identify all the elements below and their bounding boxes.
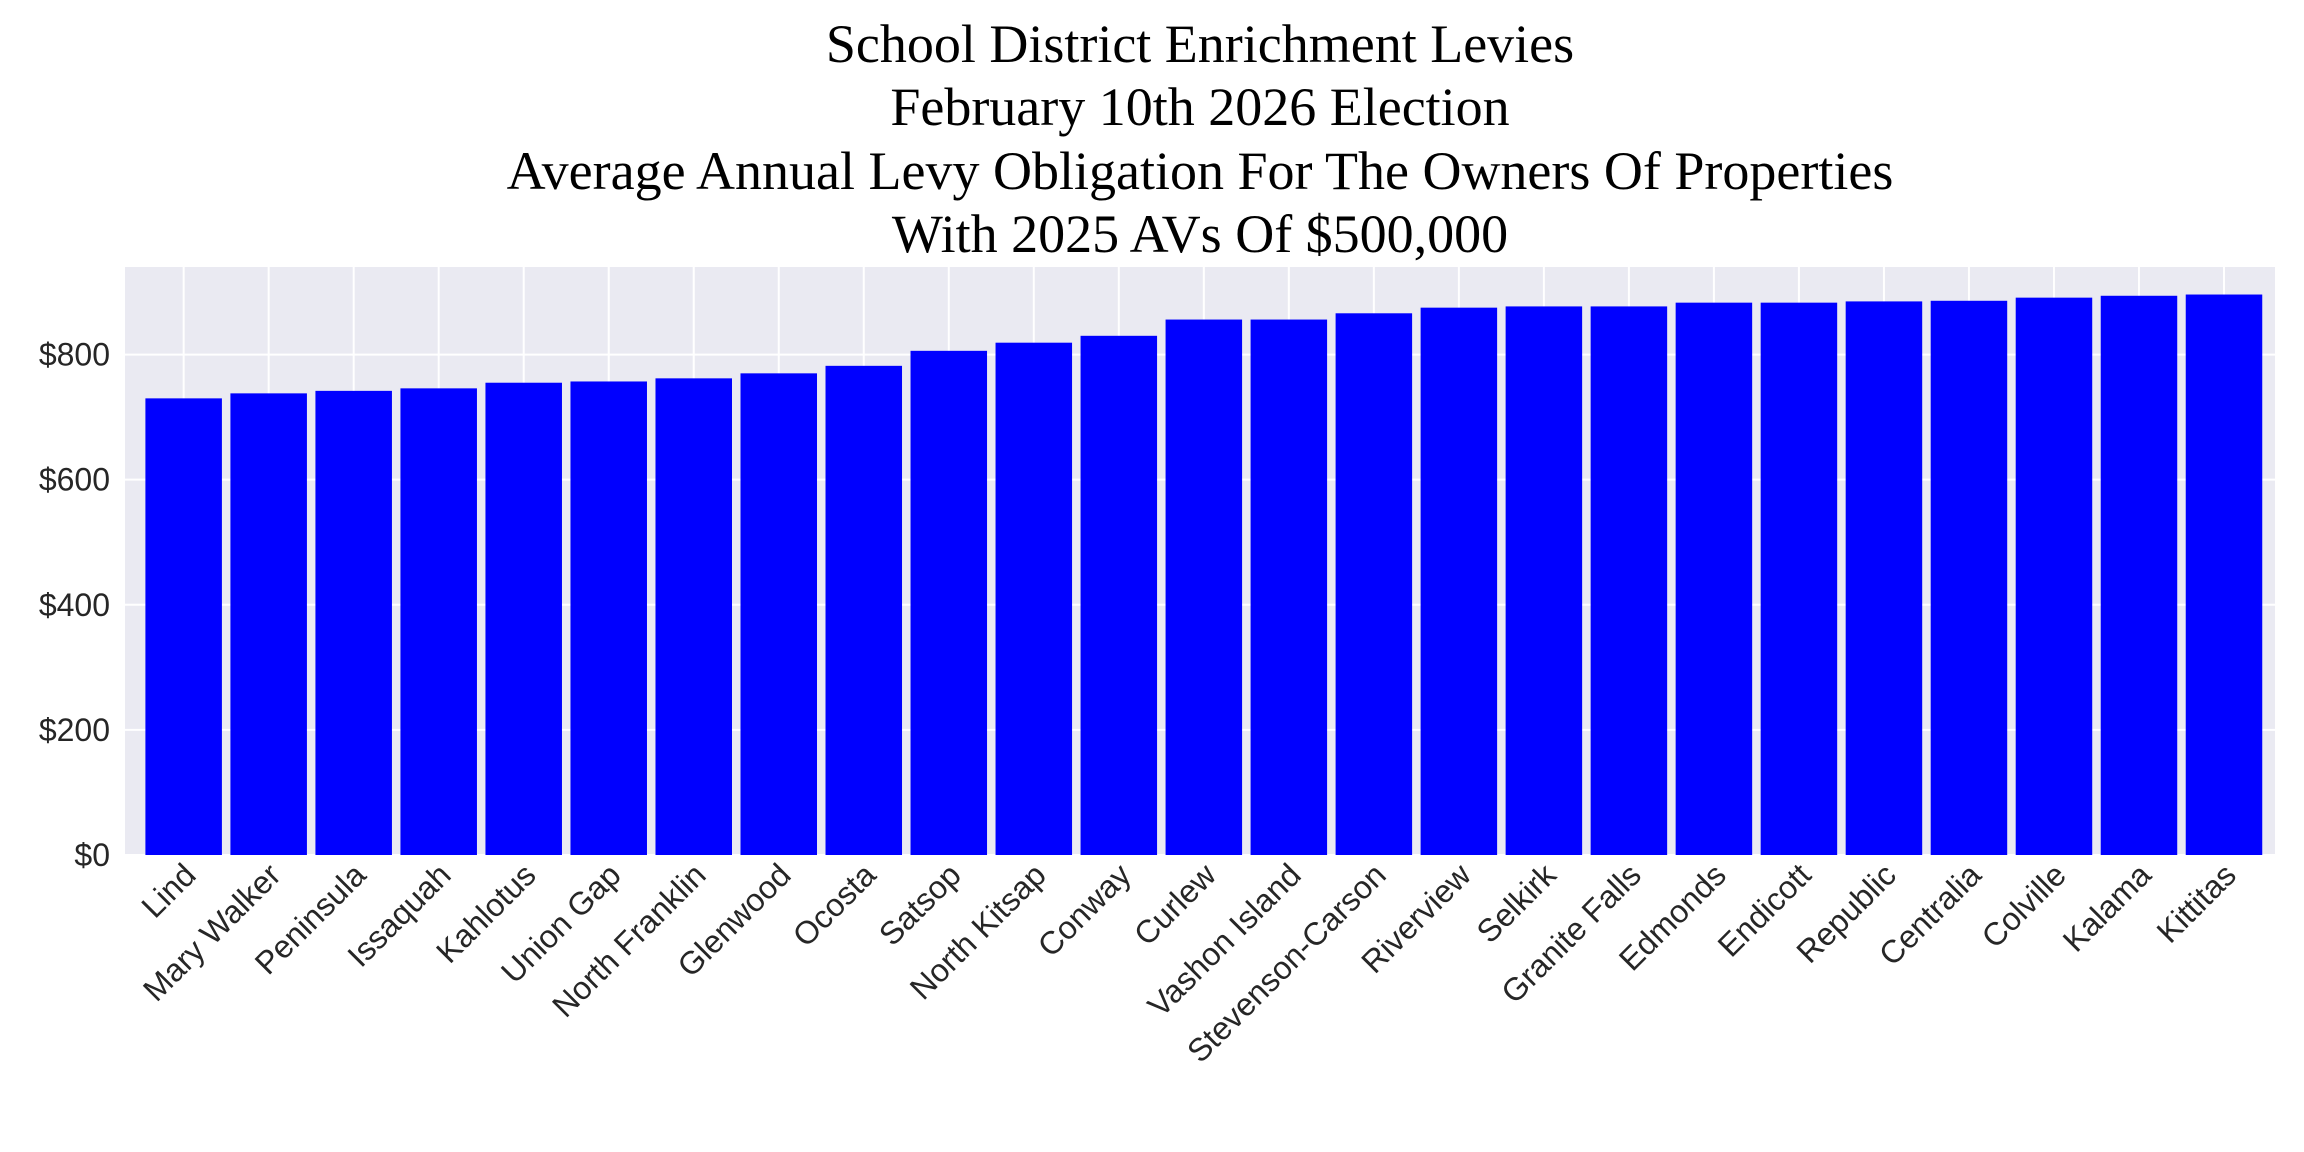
- bar-selkirk: [1505, 306, 1583, 855]
- bar-conway: [1080, 335, 1158, 856]
- bar-union-gap: [570, 381, 647, 855]
- bar-satsop: [910, 350, 988, 855]
- y-tick-label: $400: [39, 587, 110, 623]
- bar-north-kitsap: [995, 342, 1073, 856]
- bar-edmonds: [1675, 302, 1753, 856]
- bar-endicott: [1760, 302, 1838, 856]
- bar-colville: [2015, 297, 2093, 855]
- bar-republic: [1845, 301, 1923, 855]
- y-tick-label: $800: [39, 337, 110, 373]
- bar-vashon-island: [1250, 319, 1328, 855]
- y-tick-label: $600: [39, 462, 110, 498]
- chart-title: School District Enrichment Levies Februa…: [507, 14, 1894, 264]
- title-line-1: School District Enrichment Levies: [826, 14, 1574, 74]
- x-tick-label: Kittitas: [2150, 856, 2243, 949]
- bar-glenwood: [740, 373, 818, 855]
- bars: [145, 294, 2263, 856]
- title-line-3: Average Annual Levy Obligation For The O…: [507, 141, 1894, 201]
- bar-kittitas: [2185, 294, 2263, 855]
- bar-riverview: [1420, 307, 1498, 856]
- bar-kalama: [2100, 295, 2178, 855]
- y-tick-label: $200: [39, 712, 110, 748]
- bar-kahlotus: [485, 382, 562, 855]
- title-line-4: With 2025 AVs Of $500,000: [892, 204, 1508, 264]
- y-tick-label: $0: [74, 837, 110, 873]
- bar-issaquah: [400, 388, 477, 855]
- bar-granite-falls: [1590, 306, 1668, 855]
- bar-curlew: [1165, 319, 1243, 855]
- bar-ocosta: [825, 365, 903, 855]
- bar-lind: [145, 398, 222, 855]
- bar-stevenson-carson: [1335, 313, 1413, 855]
- x-tick-label: Ocosta: [786, 856, 883, 953]
- x-tick-label: Lind: [134, 856, 202, 924]
- bar-north-franklin: [655, 378, 732, 855]
- bar-centralia: [1930, 300, 2008, 856]
- y-axis: $0 $200 $400 $600 $800: [39, 337, 110, 873]
- bar-mary-walker: [230, 393, 307, 855]
- bar-peninsula: [315, 390, 392, 855]
- x-tick-label: Colville: [1975, 856, 2073, 954]
- x-tick-label: Conway: [1031, 856, 1138, 963]
- x-tick-label: Kalama: [2056, 856, 2158, 958]
- title-line-2: February 10th 2026 Election: [890, 77, 1509, 137]
